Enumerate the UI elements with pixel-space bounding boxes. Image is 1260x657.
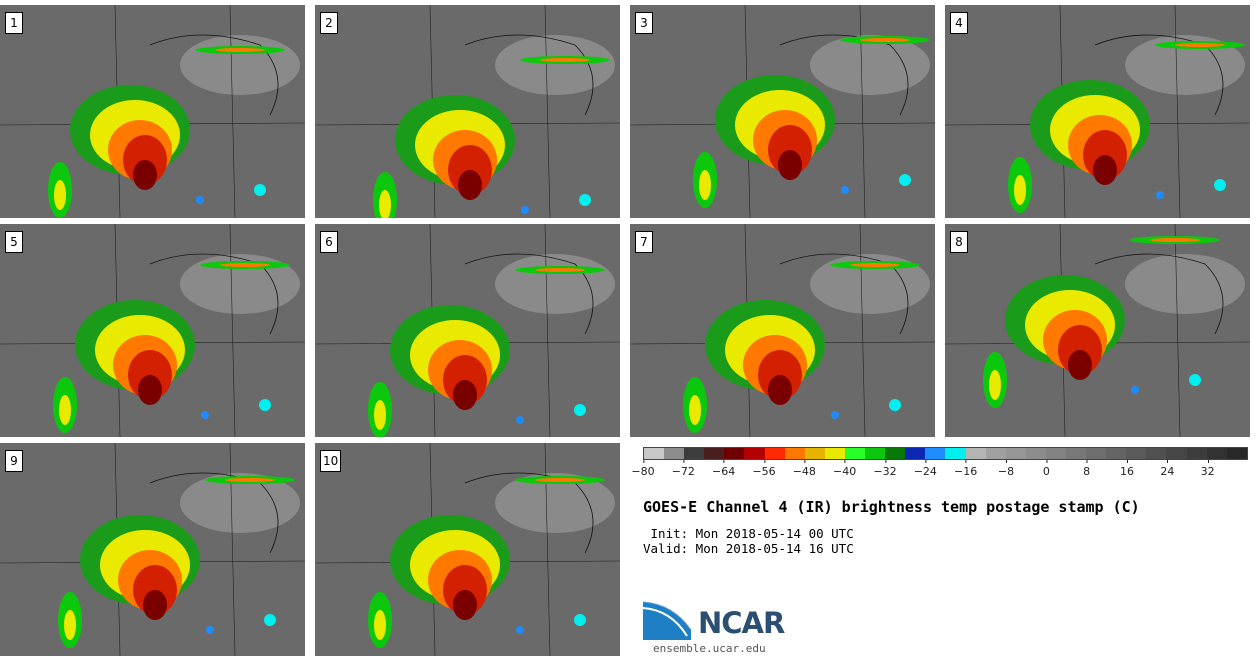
panel-number-label: 5 [5, 231, 23, 253]
colorbar-tick-label: 24 [1160, 460, 1174, 478]
colorbar-segment [664, 448, 685, 459]
colorbar-segment [965, 448, 986, 459]
colorbar-tick-label: −56 [752, 460, 776, 478]
stamp-panel: 8 [945, 224, 1250, 437]
colorbar-segment [945, 448, 966, 459]
colorbar-tick-label: −72 [672, 460, 695, 478]
colorbar-tick-label: 8 [1083, 460, 1090, 478]
colorbar-tick-label: −40 [833, 460, 856, 478]
colorbar-tick-label: −24 [914, 460, 937, 478]
colorbar-tick-label: −32 [873, 460, 897, 478]
colorbar-segment [1065, 448, 1087, 459]
colorbar-segment [1025, 448, 1046, 459]
colorbar-segment [764, 448, 785, 459]
colorbar-tick-label: −16 [954, 460, 977, 478]
colorbar-tick-label: 0 [1043, 460, 1050, 478]
colorbar-segment [744, 448, 765, 459]
colorbar-segment [1005, 448, 1026, 459]
colorbar-segment [985, 448, 1006, 459]
stamp-panel: 1 [0, 5, 305, 218]
figure-title: GOES-E Channel 4 (IR) brightness temp po… [643, 498, 1140, 516]
colorbar-segment [824, 448, 845, 459]
colorbar-tick-label: −48 [793, 460, 816, 478]
colorbar-segment [1045, 448, 1066, 459]
colorbar-segment [1186, 448, 1207, 459]
colorbar-tick-label: 32 [1201, 460, 1215, 478]
init-time: Init: Mon 2018-05-14 00 UTC [643, 526, 854, 541]
stamp-panel: 6 [315, 224, 620, 437]
colorbar-tick-label: −80 [631, 460, 655, 478]
colorbar-segment [704, 448, 725, 459]
panel-number-label: 1 [5, 12, 23, 34]
colorbar-segment [724, 448, 745, 459]
panel-number-label: 2 [320, 12, 338, 34]
colorbar-segment [684, 448, 705, 459]
panel-number-label: 6 [320, 231, 338, 253]
colorbar-segment [1166, 448, 1187, 459]
colorbar-segment [1086, 448, 1107, 459]
colorbar-segment [905, 448, 926, 459]
colorbar-tick-label: 16 [1120, 460, 1134, 478]
stamp-panel: 2 [315, 5, 620, 218]
colorbar-segment [844, 448, 866, 459]
panel-number-label: 7 [635, 231, 653, 253]
stamp-panel: 9 [0, 443, 305, 656]
stamp-panel: 7 [630, 224, 935, 437]
colorbar-segment [1206, 448, 1227, 459]
colorbar-tick-label: −64 [712, 460, 735, 478]
panel-number-label: 9 [5, 450, 23, 472]
colorbar-segment [1126, 448, 1147, 459]
colorbar-segment [925, 448, 946, 459]
colorbar-segment [804, 448, 825, 459]
colorbar-segment [644, 448, 665, 459]
valid-time: Valid: Mon 2018-05-14 16 UTC [643, 541, 854, 556]
colorbar-segment [784, 448, 805, 459]
logo-wordmark: NCAR [698, 606, 785, 640]
colorbar-ticks: −80 −72 −64 −56 −48 −40 −32 −24 −16 −8 0 8 16 24 32 [631, 460, 1248, 484]
colorbar-segment [1106, 448, 1127, 459]
stamp-panel: 10 [315, 443, 620, 656]
ncar-logo-icon [643, 601, 692, 640]
stamp-panel: 5 [0, 224, 305, 437]
panel-number-label: 4 [950, 12, 968, 34]
logo-url: ensemble.ucar.edu [653, 642, 766, 655]
panel-number-label: 10 [320, 450, 342, 472]
stamp-panel: 4 [945, 5, 1250, 218]
stamp-panel: 3 [630, 5, 935, 218]
colorbar-segment [1146, 448, 1167, 459]
temperature-colorbar [643, 447, 1248, 460]
colorbar-segment [1226, 448, 1247, 459]
colorbar-segment [865, 448, 886, 459]
colorbar-tick-label: −8 [998, 460, 1014, 478]
panel-number-label: 8 [950, 231, 968, 253]
panel-number-label: 3 [635, 12, 653, 34]
colorbar-segment [885, 448, 906, 459]
